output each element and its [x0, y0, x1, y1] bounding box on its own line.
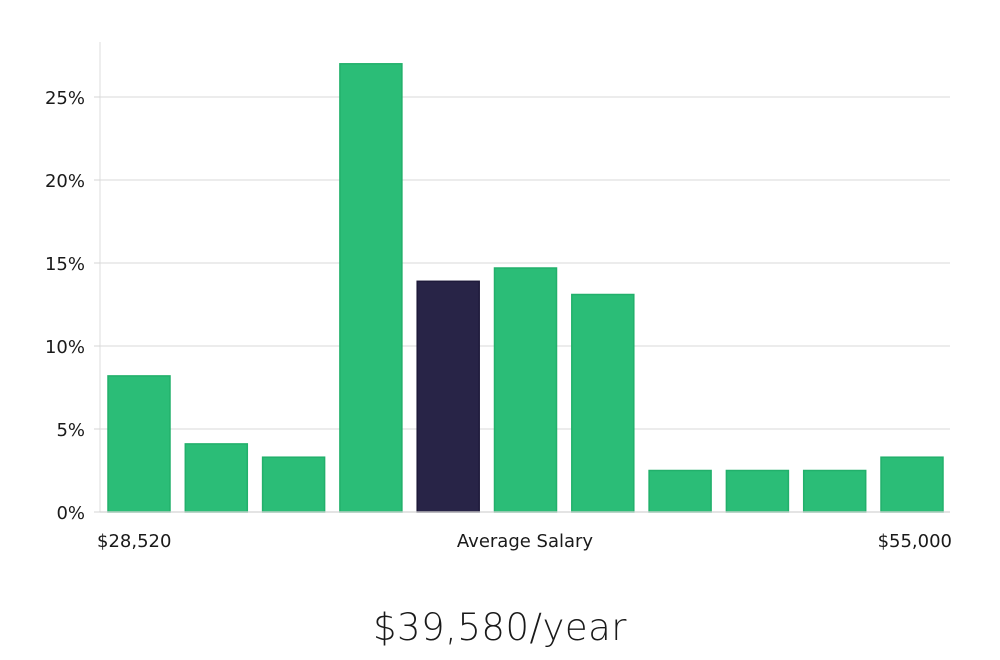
- histogram-bar: [184, 443, 249, 513]
- histogram-bar: [648, 469, 712, 513]
- bars: [107, 63, 944, 513]
- x-max-label: $55,000: [878, 531, 952, 552]
- histogram-bar: [493, 267, 558, 513]
- y-tick-label: 25%: [45, 88, 85, 109]
- x-axis-title: Average Salary: [457, 531, 594, 552]
- x-min-label: $28,520: [97, 531, 171, 552]
- y-tick-label: 5%: [56, 420, 85, 441]
- y-tick-label: 0%: [56, 503, 85, 524]
- histogram-bar: [880, 456, 944, 513]
- grid-lines: [100, 96, 950, 430]
- histogram-bar: [107, 375, 171, 513]
- histogram-bar: [261, 456, 326, 513]
- average-salary-value: $39,580/year: [372, 606, 627, 649]
- histogram-bar: [571, 293, 635, 513]
- y-tick-label: 20%: [45, 171, 85, 192]
- histogram-bar-highlighted: [416, 280, 480, 513]
- histogram-bar: [339, 63, 403, 513]
- histogram-bar: [725, 469, 790, 513]
- y-axis-ticks: 0% 5% 10% 15% 20% 25%: [45, 88, 100, 524]
- histogram-bar: [802, 469, 867, 513]
- y-tick-label: 15%: [45, 254, 85, 275]
- salary-histogram-chart: 0%5%10%15%20%25% $28,520 Average Salary …: [45, 42, 952, 552]
- y-tick-label: 10%: [45, 337, 85, 358]
